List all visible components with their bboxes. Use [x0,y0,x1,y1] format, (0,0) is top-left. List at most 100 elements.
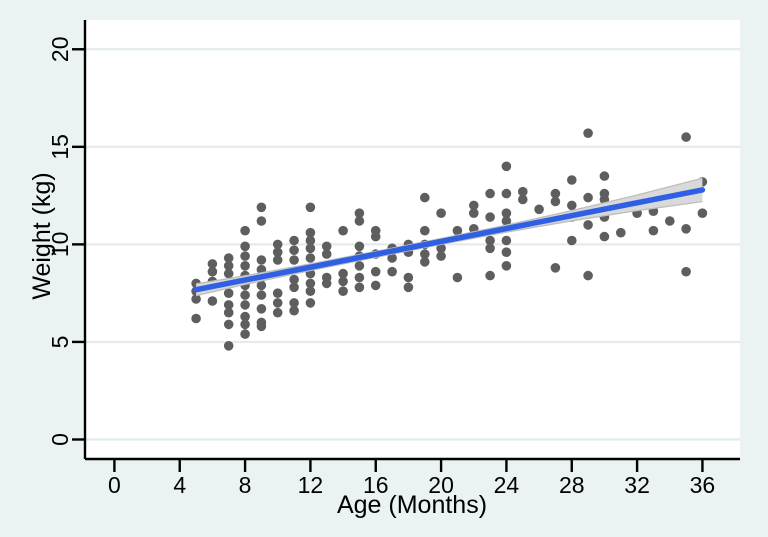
x-tick-label: 32 [624,472,650,498]
data-point [272,255,283,265]
data-point [583,270,593,281]
data-point [289,274,299,285]
data-point [354,216,365,226]
x-tick-label: 20 [428,472,454,498]
data-point [207,266,218,277]
x-tick-label: 16 [363,472,389,498]
data-point [697,208,708,218]
data-point [256,321,267,332]
data-point [256,290,267,300]
y-tick-label: 0 [47,433,73,446]
data-point [272,307,283,318]
data-point [420,249,430,259]
data-point [207,296,218,306]
data-point [550,263,561,273]
data-point [256,202,267,213]
data-point [518,186,528,197]
data-point [550,188,561,199]
data-point [272,247,283,257]
data-point [305,286,316,297]
data-point [485,212,495,222]
data-point [354,282,365,293]
data-point [289,305,299,316]
data-point [256,255,267,265]
plot-background-layer [85,20,740,459]
data-point [272,239,283,250]
data-point [272,298,283,308]
data-point [289,235,299,246]
data-point [420,225,430,236]
data-point [583,128,593,138]
ci-band-lower-edge [195,200,703,297]
data-point [240,241,250,252]
data-point [305,298,316,308]
data-point [501,188,512,199]
data-point [501,247,512,257]
data-point [616,227,626,238]
data-point [469,200,479,211]
data-point [354,208,365,218]
data-point [289,298,299,308]
fit-line [193,187,706,293]
data-point [583,192,593,203]
x-tick-label: 24 [494,472,520,498]
data-point [403,272,414,283]
data-point [681,132,691,142]
data-point [305,278,316,289]
data-point [354,261,365,271]
data-point [338,276,348,287]
data-point [567,235,577,246]
data-point [681,266,691,277]
data-point [567,200,577,211]
data-point [485,188,495,199]
data-point [436,251,446,261]
data-point [240,329,250,339]
data-point [436,208,446,218]
data-point [289,282,299,293]
data-point [436,243,446,254]
data-point [387,253,397,263]
data-point [501,235,512,246]
y-tick-label: 10 [47,232,73,258]
data-point [223,341,234,351]
data-point [191,294,201,304]
data-point [240,311,250,322]
data-point [452,225,463,236]
data-point [223,268,234,279]
data-point [599,171,610,181]
data-point [420,257,430,267]
y-tick-label: 20 [47,36,73,62]
data-point [207,259,218,269]
data-point [272,288,283,299]
data-point [256,216,267,226]
data-point [501,208,512,218]
data-point [501,216,512,226]
data-point [583,220,593,230]
data-point [338,286,348,297]
data-point [305,243,316,254]
data-point [501,161,512,172]
data-point [223,307,234,318]
plot-area [85,20,740,459]
data-point [321,249,332,259]
data-point [321,241,332,252]
data-point [648,225,659,236]
data-point [240,290,250,300]
y-tick-label: 15 [47,134,73,160]
ci-band-upper-edge [195,177,703,285]
x-tick-label: 4 [173,472,186,498]
data-point [485,243,495,254]
data-point [240,319,250,330]
data-point [403,282,414,293]
data-point [370,280,381,291]
data-point [289,245,299,255]
x-tick-label: 12 [298,472,324,498]
data-point [338,225,348,236]
data-point [370,266,381,277]
data-point [485,235,495,246]
data-point [485,270,495,281]
data-point [223,261,234,271]
data-point [305,202,316,213]
